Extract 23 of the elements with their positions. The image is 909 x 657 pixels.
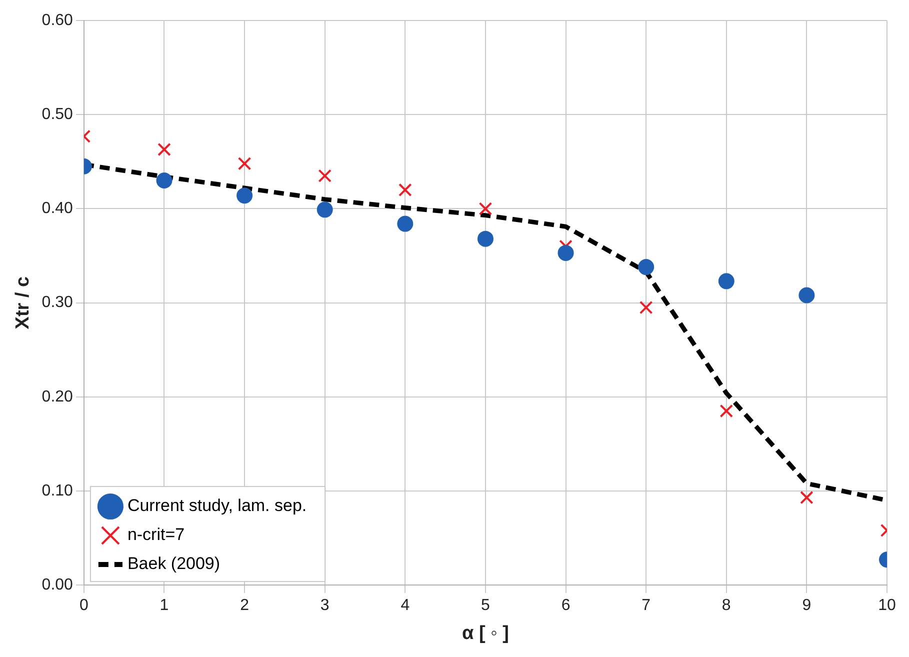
x-axis-title: α [ ◦ ]	[462, 622, 509, 644]
y-tick-label: 0.60	[42, 12, 74, 30]
x-tick-label: 4	[400, 597, 410, 614]
y-tick-label: 0.50	[42, 106, 74, 124]
x-tick-label: 1	[160, 597, 169, 614]
x-tick-label: 3	[320, 597, 330, 614]
x-tick-label: 9	[802, 597, 812, 614]
x-tick-label: 0	[79, 597, 88, 614]
y-tick-label: 0.00	[42, 576, 74, 594]
y-tick-label: 0.10	[42, 482, 74, 500]
y-tick-label: 0.40	[42, 200, 74, 218]
legend-label: Baek (2009)	[127, 554, 220, 574]
x-tick-label: 10	[878, 597, 896, 614]
x-tick-label: 2	[240, 597, 250, 614]
y-axis-title: Xtr / c	[12, 276, 34, 330]
x-tick-label: 5	[481, 597, 490, 614]
x-tick-label: 7	[642, 597, 651, 614]
x-tick-label: 6	[561, 597, 570, 614]
y-tick-label: 0.20	[42, 388, 74, 406]
x-tick-label: 8	[722, 597, 731, 614]
legend-label: Current study, lam. sep.	[127, 496, 307, 516]
y-tick-label: 0.30	[42, 294, 74, 312]
legend-label: n-crit=7	[127, 525, 185, 544]
